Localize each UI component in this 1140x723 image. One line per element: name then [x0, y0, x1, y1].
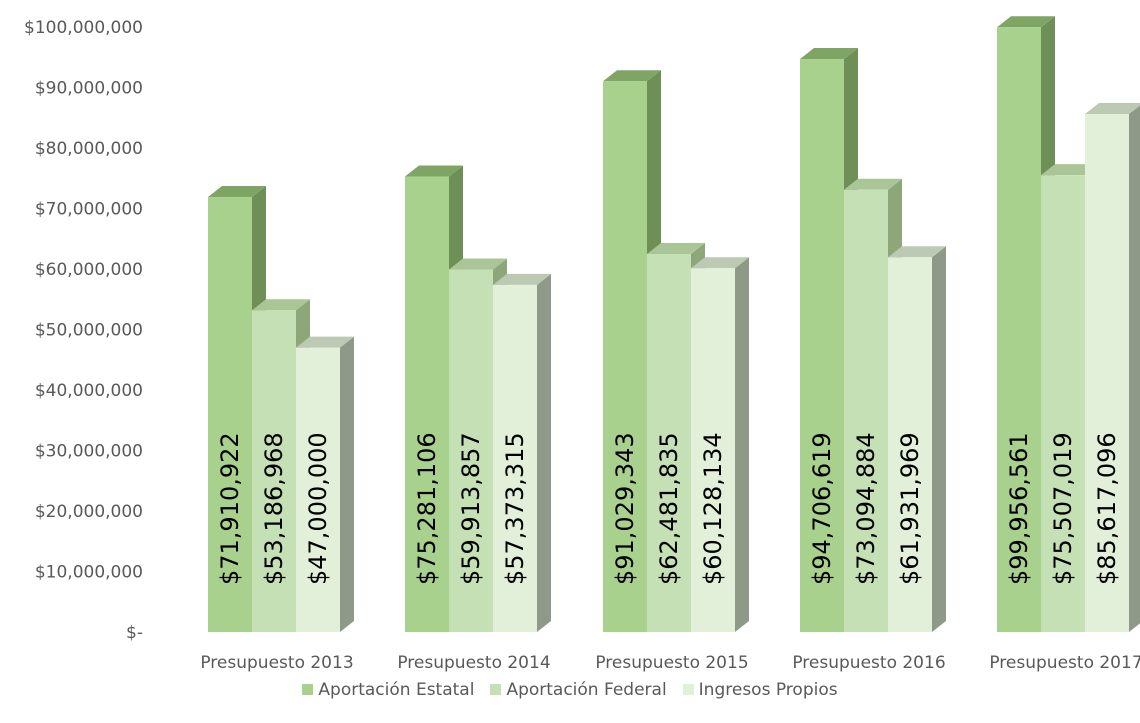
data-label: $94,706,619: [808, 432, 836, 585]
data-label: $59,913,857: [457, 432, 485, 585]
legend-item: Ingresos Propios: [682, 680, 838, 700]
bar: [888, 246, 946, 632]
bar-top: [647, 242, 705, 254]
bar-top: [603, 70, 661, 82]
bar-front: [1085, 114, 1129, 632]
x-tick-label: Presupuesto 2013: [200, 653, 353, 673]
legend-swatch: [302, 684, 314, 695]
legend-item: Aportación Federal: [490, 680, 667, 700]
bar-top: [997, 16, 1055, 28]
bar-side: [735, 257, 749, 632]
y-tick-label: $50,000,000: [35, 321, 143, 341]
bar-front: [997, 27, 1041, 632]
bar-front: [800, 59, 844, 632]
bar-front: [603, 81, 647, 633]
bar-top: [1041, 164, 1099, 176]
bar-top: [405, 165, 463, 177]
bar-side: [537, 273, 551, 632]
data-label: $85,617,096: [1093, 432, 1121, 585]
bar-top: [1085, 103, 1140, 115]
bar-top: [888, 246, 946, 258]
data-label: $53,186,968: [260, 432, 288, 585]
data-label: $91,029,343: [611, 432, 639, 585]
bar-top: [449, 258, 507, 270]
data-label: $62,481,835: [655, 432, 683, 585]
legend-label: Aportación Federal: [506, 680, 667, 700]
bar-top: [493, 273, 551, 285]
x-tick-label: Presupuesto 2016: [792, 653, 945, 673]
y-tick-label: $-: [126, 623, 143, 643]
bar-top: [208, 185, 266, 197]
legend-label: Aportación Estatal: [318, 680, 475, 700]
bar: [1085, 103, 1140, 632]
legend-item: Aportación Estatal: [302, 680, 474, 700]
bar-side: [1129, 105, 1140, 632]
bars: [208, 16, 1140, 633]
bar-top: [252, 299, 310, 311]
data-label: $75,281,106: [413, 432, 441, 585]
x-tick-label: Presupuesto 2015: [595, 653, 748, 673]
y-tick-label: $20,000,000: [35, 502, 143, 522]
bar-front: [405, 176, 449, 632]
x-tick-label: Presupuesto 2017: [989, 653, 1140, 673]
data-label: $99,956,561: [1005, 432, 1033, 585]
bar: [691, 257, 749, 632]
data-label: $75,507,019: [1049, 432, 1077, 585]
y-tick-label: $80,000,000: [35, 139, 143, 159]
bar-front: [252, 310, 296, 632]
x-axis: Presupuesto 2013 Presupuesto 2014 Presupue…: [200, 653, 1140, 673]
legend: Aportación Estatal Aportación Federal Ingr…: [0, 680, 1140, 700]
bar-front: [296, 347, 340, 632]
bar-top: [844, 178, 902, 190]
data-label: $60,128,134: [699, 432, 727, 585]
bar-top: [691, 257, 749, 269]
bar-front: [647, 253, 691, 632]
y-tick-label: $10,000,000: [35, 563, 143, 583]
bar-front: [208, 196, 252, 633]
y-axis: $- $10,000,000 $20,000,000 $30,000,000 $40,0…: [24, 18, 143, 643]
y-tick-label: $40,000,000: [35, 381, 143, 401]
data-labels: $71,910,922 $53,186,968 $47,000,000 $75,281…: [216, 432, 1121, 585]
bar-side: [932, 246, 946, 632]
bar-front: [888, 257, 932, 632]
data-label: $57,373,315: [501, 432, 529, 585]
data-label: $47,000,000: [304, 432, 332, 585]
bar-front: [844, 189, 888, 633]
data-label: $71,910,922: [216, 432, 244, 585]
bar-front: [1041, 175, 1085, 632]
legend-swatch: [490, 684, 502, 695]
legend-swatch: [682, 684, 694, 695]
bar: [493, 273, 551, 632]
legend-label: Ingresos Propios: [698, 680, 838, 700]
bar-front: [493, 284, 537, 632]
bar-front: [691, 268, 735, 632]
bar-front: [449, 269, 493, 632]
x-tick-label: Presupuesto 2014: [397, 653, 550, 673]
y-tick-label: $100,000,000: [24, 18, 143, 38]
data-label: $73,094,884: [852, 432, 880, 585]
y-tick-label: $60,000,000: [35, 260, 143, 280]
bar-side: [340, 336, 354, 632]
bar-top: [800, 48, 858, 60]
bar: [296, 336, 354, 632]
y-tick-label: $30,000,000: [35, 442, 143, 462]
bar-top: [296, 336, 354, 348]
data-label: $61,931,969: [896, 432, 924, 585]
y-tick-label: $90,000,000: [35, 79, 143, 99]
y-tick-label: $70,000,000: [35, 200, 143, 220]
